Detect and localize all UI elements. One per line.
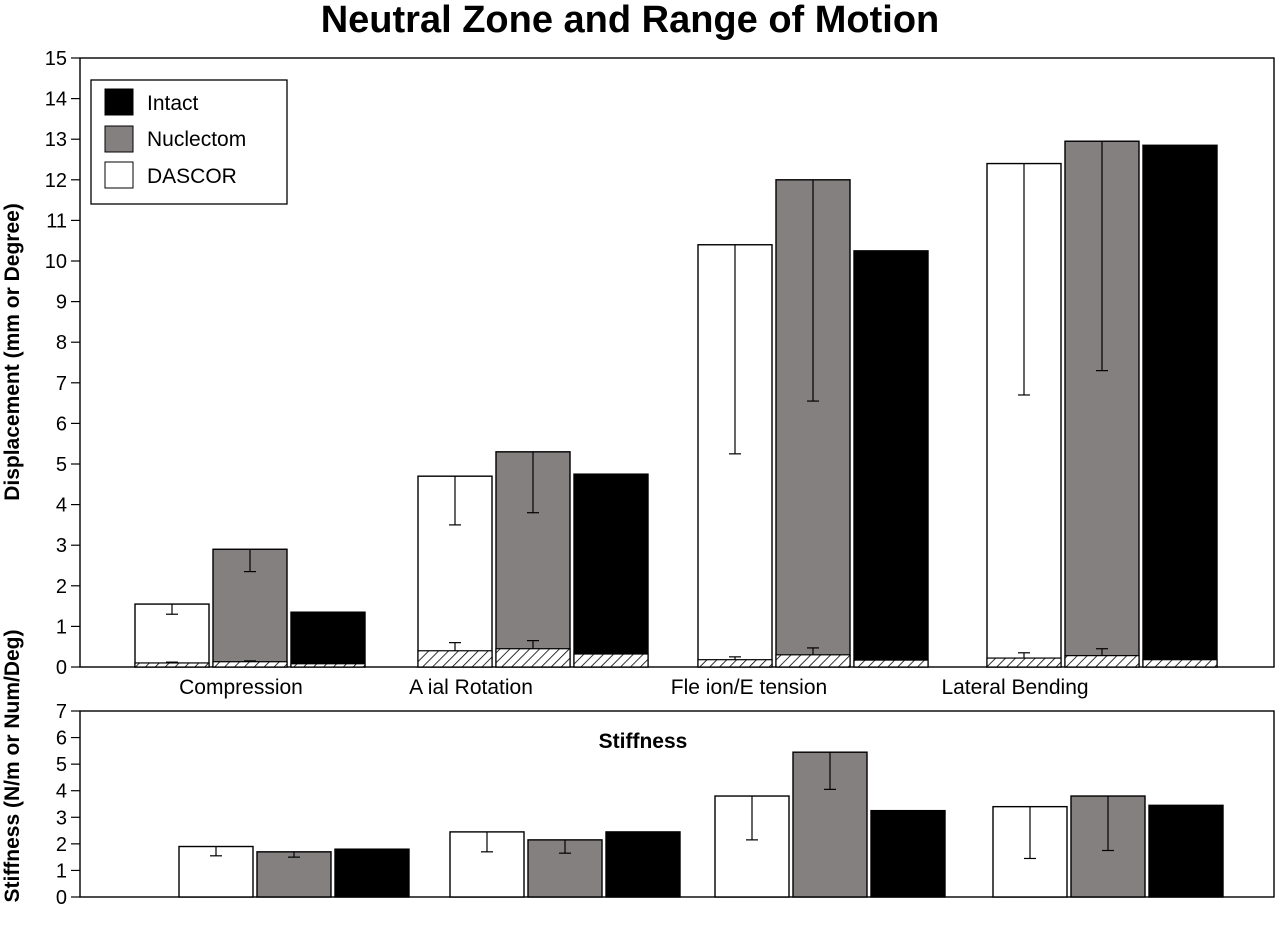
legend-label-dascor: DASCOR	[147, 165, 237, 188]
legend-label-nuclectom: Nuclectom	[147, 128, 246, 151]
bottom-y-tick-label: 5	[56, 754, 67, 776]
bottom-y-tick-label: 1	[56, 860, 67, 882]
bar-intact-lateral-bending	[1142, 144, 1218, 668]
bottom-y-tick-label: 6	[56, 728, 67, 750]
bar-intact-a-ial-rotation	[573, 473, 649, 668]
x-tick-label-compression: Compression	[179, 676, 303, 699]
top-y-tick-label: 15	[45, 48, 67, 70]
top-y-tick-label: 0	[56, 657, 67, 679]
top-y-tick-label: 4	[56, 495, 67, 517]
x-tick-label-fle-ion-e-tension: Fle ion/E tension	[671, 676, 827, 699]
stiffness-bar-intact-compression	[334, 848, 410, 898]
bar-dascor-compression-neutral-zone	[134, 662, 210, 668]
top-x-axis-labels: Compression A ial Rotation Fle ion/E tensi…	[179, 676, 1088, 699]
legend-swatch-intact	[104, 88, 134, 116]
bar-intact-compression-neutral-zone	[290, 663, 366, 668]
bar-dascor-a-ial-rotation	[417, 475, 493, 668]
bar-intact-a-ial-rotation-neutral-zone	[573, 653, 649, 668]
stiffness-bar-intact-lateral-bending	[1148, 804, 1224, 898]
top-plot-frame	[79, 57, 1275, 668]
bar-nuclectom-a-ial-rotation-neutral-zone	[495, 648, 571, 668]
top-y-tick-label: 13	[45, 129, 67, 151]
stiffness-bar-intact-a-ial-rotation	[605, 831, 681, 898]
top-y-tick-label: 7	[56, 373, 67, 395]
legend-swatch-dascor	[104, 161, 134, 189]
top-y-tick-label: 2	[56, 576, 67, 598]
legend-swatch-nuclectom	[104, 125, 134, 153]
legend-label-intact: Intact	[147, 92, 199, 115]
bar-intact-lateral-bending-neutral-zone	[1142, 659, 1218, 668]
bar-dascor-fle-ion-e-tension-neutral-zone	[697, 659, 773, 668]
top-y-tick-label: 6	[56, 413, 67, 435]
top-y-tick-label: 9	[56, 292, 67, 314]
bottom-y-tick-label: 3	[56, 807, 67, 829]
top-y-tick-label: 14	[45, 89, 67, 111]
top-y-tick-label: 8	[56, 332, 67, 354]
bar-nuclectom-lateral-bending-neutral-zone	[1064, 655, 1140, 668]
bottom-panel: 0 1 2 3 4 5 6 7 Stiffness Stiffness (N/m or Num…	[1, 629, 1275, 909]
top-bars	[134, 140, 1218, 668]
top-y-tick-label: 5	[56, 454, 67, 476]
stiffness-bar-nuclectom-compression	[256, 851, 332, 898]
bottom-y-axis-label: Stiffness (N/m or Num/Deg)	[1, 629, 24, 902]
bar-intact-compression	[290, 611, 366, 668]
top-y-tick-label: 1	[56, 616, 67, 638]
bottom-y-tick-label: 7	[56, 701, 67, 723]
top-y-tick-label: 11	[46, 210, 67, 232]
bottom-panel-title: Stiffness	[599, 730, 688, 753]
legend: Intact Nuclectom DASCOR	[90, 79, 288, 205]
x-tick-label-lateral-bending: Lateral Bending	[941, 676, 1088, 699]
top-y-axis-label: Displacement (mm or Degree)	[1, 203, 24, 501]
top-y-tick-label: 12	[45, 170, 67, 192]
bar-dascor-lateral-bending-neutral-zone	[986, 657, 1062, 668]
bottom-bars	[178, 751, 1224, 898]
stiffness-bar-intact-fle-ion-e-tension	[870, 809, 946, 898]
bottom-y-tick-label: 2	[56, 834, 67, 856]
bar-nuclectom-compression-neutral-zone	[212, 661, 288, 668]
bottom-y-axis: 0 1 2 3 4 5 6 7	[56, 701, 80, 909]
chart-title: Neutral Zone and Range of Motion	[321, 0, 940, 41]
bar-intact-fle-ion-e-tension-neutral-zone	[853, 659, 929, 668]
top-y-tick-label: 3	[56, 535, 67, 557]
bar-dascor-a-ial-rotation-neutral-zone	[417, 650, 493, 668]
x-tick-label-a-ial-rotation: A ial Rotation	[409, 676, 533, 699]
bottom-y-tick-label: 4	[56, 781, 67, 803]
bar-intact-fle-ion-e-tension	[853, 250, 929, 668]
bar-nuclectom-fle-ion-e-tension-neutral-zone	[775, 654, 851, 668]
top-y-tick-label: 10	[45, 251, 67, 273]
bottom-y-tick-label: 0	[56, 887, 67, 909]
